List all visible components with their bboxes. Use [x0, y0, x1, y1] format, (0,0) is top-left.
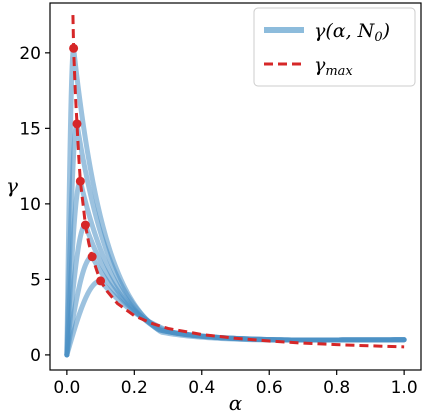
- x-tick-label-2: 0.4: [188, 378, 215, 398]
- y-tick-label-4: 20: [19, 44, 41, 64]
- peak-marker-6: [96, 276, 106, 286]
- x-tick-label-0: 0.0: [53, 378, 80, 398]
- peak-marker-2: [72, 119, 82, 129]
- x-tick-label-4: 0.8: [323, 378, 350, 398]
- x-axis-label: α: [229, 391, 243, 415]
- gamma-curve-4: [64, 222, 407, 358]
- legend-label-1: γ(α, N0): [314, 20, 390, 45]
- gamma-max-curve: [71, 15, 405, 349]
- gamma-curve-2: [64, 121, 407, 358]
- gamma-max-layer: [71, 15, 405, 349]
- gamma-curve-family: [64, 45, 407, 358]
- peak-markers: [69, 43, 106, 286]
- y-tick-label-3: 15: [19, 119, 41, 139]
- plot-frame: [49, 2, 422, 371]
- y-axis-label: γ: [6, 174, 18, 198]
- y-tick-label-1: 5: [30, 270, 41, 290]
- ticks: 0.0 0.2 0.4 0.6 0.8 1.0 0 5 10 15 20: [19, 44, 417, 398]
- x-tick-label-1: 0.2: [121, 378, 148, 398]
- axes: [49, 2, 422, 371]
- peak-marker-5: [87, 252, 97, 262]
- x-tick-label-3: 0.6: [256, 378, 283, 398]
- legend-label-2: γmax: [314, 54, 353, 79]
- gamma-curve-1: [64, 45, 407, 358]
- x-tick-label-5: 1.0: [391, 378, 418, 398]
- y-tick-label-0: 0: [30, 346, 41, 366]
- legend: γ(α, N0) γmax: [253, 7, 416, 87]
- peak-marker-1: [69, 43, 79, 53]
- y-tick-label-2: 10: [19, 195, 41, 215]
- peak-marker-4: [80, 220, 90, 230]
- peak-marker-3: [75, 176, 85, 186]
- gamma-curve-6: [64, 278, 407, 358]
